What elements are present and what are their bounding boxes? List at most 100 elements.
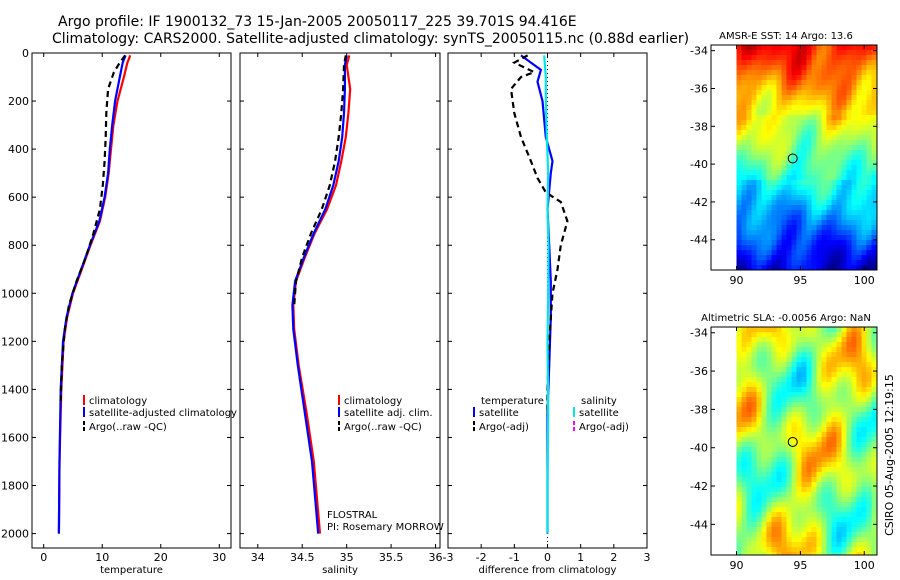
sla_map-cell [736,462,743,468]
sla_map-cell [821,327,828,333]
sst_map-cell [756,255,763,261]
sla_map-cell [736,467,743,473]
sla_map-cell [831,397,838,403]
sst_map-cell [796,50,803,56]
sla_map-cell [736,517,743,523]
sla_map-cell [736,437,743,443]
sla_map-cell [801,552,808,555]
sst_map-cell [866,65,873,71]
sst_map-cell [826,235,833,241]
sst_map-cell [841,50,848,56]
sla_map-cell [826,332,833,338]
sla_map-cell [736,447,743,453]
sst_map-cell [771,90,778,96]
sst_map-ytick-label: -36 [690,82,708,95]
sst_map-cell [776,55,783,61]
sla_map-cell [851,372,858,378]
sla_map-cell [861,427,868,433]
sst_map-cell [751,240,758,246]
sst_map-cell [791,60,798,66]
sst_map-cell [776,235,783,241]
sla_map-cell [791,507,798,513]
sla_map-cell [811,472,818,478]
sst_map-cell [751,180,758,186]
sst_map-cell [736,170,743,176]
sst_map-cell [766,265,773,270]
sla_map-cell [806,377,813,383]
sst_map-cell [826,215,833,221]
sst_map-cell [856,255,863,261]
sla_map-cell [766,347,773,353]
sla_map-cell [816,492,823,498]
sst_map-cell [761,115,768,121]
sst_map-cell [806,100,813,106]
sla_map-cell [786,527,793,533]
sst_map-cell [866,180,873,186]
sla_map-cell [756,442,763,448]
sla_map-cell [736,507,743,513]
sst_map-cell [851,165,858,171]
sla_map-cell [831,412,838,418]
sla_map-cell [821,432,828,438]
sla_map-cell [856,482,863,488]
sst_map-cell [751,185,758,191]
sla_map-cell [836,347,843,353]
sla_map-cell [741,487,748,493]
sla_map-cell [776,432,783,438]
sla_map-cell [806,517,813,523]
sla_map-cell [771,422,778,428]
sla_map-cell [816,417,823,423]
sst_map-cell [811,200,818,206]
sst_map-cell [826,95,833,101]
sst_map-axes-box [710,44,878,271]
sla_map-cell [851,362,858,368]
sla_map-cell [751,392,758,398]
sla_map-cell [811,507,818,513]
sla_map-cell [826,397,833,403]
sst_map-cell [786,165,793,171]
sla_map-cell [796,457,803,463]
sst_map-cell [751,265,758,270]
sla_map-cell [736,412,743,418]
sst_map-cell [791,240,798,246]
sst_map-cell [806,230,813,236]
sst_map-cell [871,50,877,56]
sst_map-cell [741,240,748,246]
sla_map-cell [871,502,877,508]
sla_map-cell [861,402,868,408]
sla_map-cell [866,362,873,368]
temperature-xtick-label: 30 [212,551,226,564]
sla_map-cell [866,467,873,473]
sst_map-cell [811,245,818,251]
sst_map-cell [761,55,768,61]
sla_map-cell [841,537,848,543]
sla_map-cell [781,472,788,478]
sst_map-cell [751,225,758,231]
sla_map-cell [821,547,828,553]
sla_map-cell [801,327,808,333]
sst_map-cell [751,105,758,111]
sst_map-cell [781,70,788,76]
sst_map-cell [766,210,773,216]
sst_map-cell [746,230,753,236]
sla_map-cell [781,547,788,553]
sla_map-cell [771,442,778,448]
sst_map-cell [866,145,873,151]
sst_map-cell [861,220,868,226]
sst_map-cell [851,170,858,176]
sla_map-cell [736,397,743,403]
sst_map-cell [856,210,863,216]
sla_map-cell [841,397,848,403]
sst_map-cell [781,145,788,151]
sst_map-cell [796,155,803,161]
sst_map-cell [741,250,748,256]
sst_map-cell [751,165,758,171]
sla_map-cell [776,412,783,418]
sla_map-cell [766,522,773,528]
sst_map-cell [806,70,813,76]
sst_map-cell [811,170,818,176]
sla_map-cell [871,477,877,483]
sst_map-cell [836,95,843,101]
sla_map-cell [776,467,783,473]
sla_map-cell [791,417,798,423]
